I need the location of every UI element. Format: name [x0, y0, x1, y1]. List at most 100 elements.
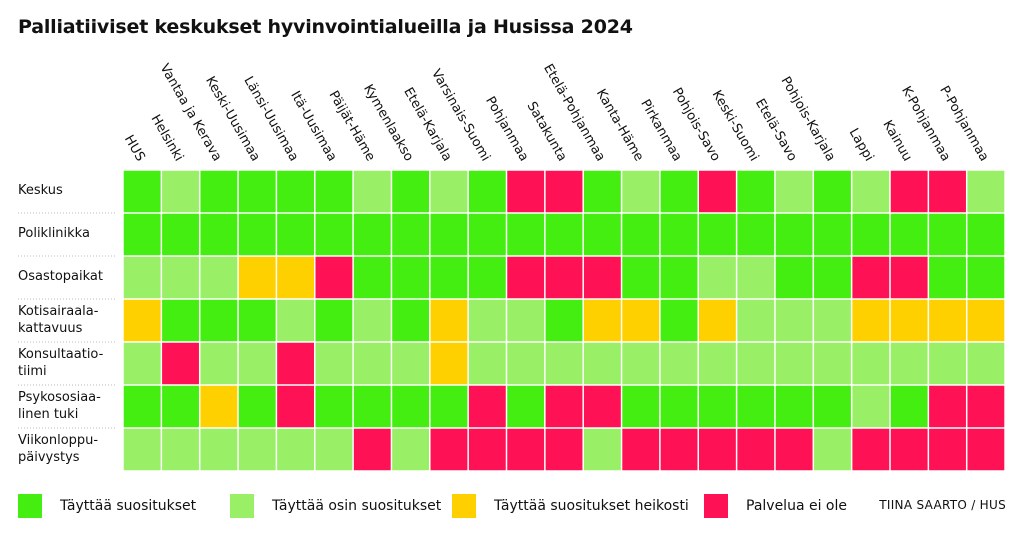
row-label: Konsultaatio-tiimi: [18, 347, 104, 379]
heatmap-cell: [583, 342, 621, 385]
legend-label-none: Palvelua ei ole: [746, 498, 847, 514]
heatmap-cell: [238, 170, 276, 213]
heatmap-cell: [622, 299, 660, 342]
heatmap-cell: [545, 428, 583, 471]
heatmap-cell: [392, 170, 430, 213]
heatmap-cell: [622, 170, 660, 213]
row-label: Psykososiaa-linen tuki: [18, 390, 101, 422]
heatmap-cell: [660, 299, 698, 342]
heatmap-cell: [583, 256, 621, 299]
heatmap-cell: [315, 170, 353, 213]
heatmap-cell: [430, 428, 468, 471]
legend-swatch-none: [704, 494, 728, 518]
heatmap-cell: [890, 385, 928, 428]
heatmap-cell: [890, 428, 928, 471]
heatmap-cell: [507, 170, 545, 213]
heatmap-cell: [814, 428, 851, 471]
heatmap-cell: [929, 170, 966, 213]
heatmap-cell: [583, 213, 621, 256]
heatmap-cell: [737, 170, 775, 213]
heatmap-cell: [967, 299, 1005, 342]
heatmap-cell: [392, 342, 430, 385]
heatmap-cell: [852, 256, 890, 299]
legend: Täyttää suositukset Täyttää osin suositu…: [18, 492, 1008, 520]
heatmap-cell: [699, 299, 736, 342]
heatmap-cell: [392, 256, 430, 299]
heatmap-cell: [814, 170, 851, 213]
legend-swatch-full: [18, 494, 42, 518]
heatmap-cell: [277, 385, 314, 428]
heatmap-cell: [123, 428, 161, 471]
heatmap-cell: [123, 385, 161, 428]
legend-label-weak: Täyttää suositukset heikosti: [494, 498, 689, 514]
heatmap-cell: [660, 213, 698, 256]
heatmap-cell: [699, 256, 736, 299]
heatmap-cell: [852, 299, 890, 342]
heatmap-cell: [660, 256, 698, 299]
heatmap-cell: [200, 213, 238, 256]
heatmap-cell: [315, 299, 353, 342]
column-label: Helsinki: [147, 112, 186, 164]
legend-item-weak: Täyttää suositukset heikosti: [452, 492, 689, 520]
heatmap-cell: [967, 428, 1005, 471]
heatmap-cell: [699, 342, 736, 385]
heatmap-cell: [737, 342, 775, 385]
heatmap-cell: [814, 299, 851, 342]
heatmap-cell: [200, 299, 238, 342]
legend-swatch-weak: [452, 494, 476, 518]
heatmap-cell: [277, 428, 314, 471]
heatmap-cell: [890, 170, 928, 213]
heatmap-cell: [929, 213, 966, 256]
heatmap-cell: [737, 428, 775, 471]
heatmap-cell: [238, 342, 276, 385]
heatmap-cell: [583, 170, 621, 213]
heatmap-cell: [353, 213, 391, 256]
column-label: Kainuu: [879, 118, 914, 164]
heatmap-cell: [699, 428, 736, 471]
heatmap-cell: [200, 428, 238, 471]
row-label: Osastopaikat: [18, 269, 103, 284]
heatmap-cell: [852, 428, 890, 471]
heatmap-cell: [238, 385, 276, 428]
heatmap-cell: [430, 170, 468, 213]
heatmap-cell: [660, 385, 698, 428]
heatmap-cell: [967, 256, 1005, 299]
heatmap-cell: [622, 428, 660, 471]
heatmap-cell: [468, 428, 506, 471]
heatmap-cell: [315, 428, 353, 471]
heatmap-cell: [200, 256, 238, 299]
legend-item-none: Palvelua ei ole: [704, 492, 847, 520]
heatmap-cell: [852, 170, 890, 213]
heatmap-cell: [814, 213, 851, 256]
heatmap-cell: [353, 342, 391, 385]
legend-label-partial: Täyttää osin suositukset: [272, 498, 442, 514]
heatmap-cell: [583, 385, 621, 428]
heatmap-cell: [545, 170, 583, 213]
heatmap-cell: [200, 342, 238, 385]
heatmap-cell: [353, 170, 391, 213]
heatmap-cell: [123, 299, 161, 342]
heatmap-cell: [200, 170, 238, 213]
heatmap-cell: [162, 213, 199, 256]
heatmap-cell: [660, 342, 698, 385]
legend-item-partial: Täyttää osin suositukset: [230, 492, 441, 520]
heatmap-cell: [353, 428, 391, 471]
heatmap-cell: [737, 385, 775, 428]
heatmap-cell: [622, 385, 660, 428]
heatmap-cell: [660, 170, 698, 213]
heatmap-cell: [967, 170, 1005, 213]
heatmap-cell: [622, 213, 660, 256]
heatmap-cell: [929, 342, 966, 385]
heatmap-cell: [890, 213, 928, 256]
heatmap-cell: [775, 428, 813, 471]
heatmap-cells: [123, 170, 1005, 471]
heatmap-cell: [238, 213, 276, 256]
heatmap-cell: [545, 342, 583, 385]
heatmap-cell: [507, 256, 545, 299]
heatmap-cell: [890, 299, 928, 342]
heatmap-cell: [430, 256, 468, 299]
heatmap-cell: [737, 213, 775, 256]
heatmap-cell: [890, 342, 928, 385]
heatmap-cell: [507, 213, 545, 256]
column-label: HUS: [121, 133, 148, 164]
